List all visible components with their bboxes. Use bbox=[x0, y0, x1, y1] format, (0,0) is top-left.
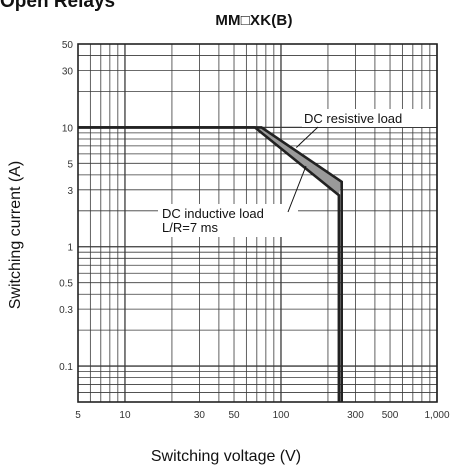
y-tick-label: 0.1 bbox=[59, 362, 73, 373]
series-layer bbox=[78, 126, 343, 402]
inductive-load-label: DC inductive load bbox=[162, 206, 264, 221]
annotation-box bbox=[158, 204, 298, 237]
x-tick-label: 30 bbox=[194, 410, 206, 421]
x-tick-labels: 5 10 30 50 100 300 500 1,000 bbox=[75, 410, 450, 421]
y-tick-label: 50 bbox=[62, 40, 74, 51]
x-tick-label: 500 bbox=[382, 410, 399, 421]
chart-title: MM□XK(B) bbox=[215, 12, 293, 29]
x-tick-label: 1,000 bbox=[424, 410, 449, 421]
plot-frame bbox=[77, 43, 438, 403]
x-tick-label: 50 bbox=[228, 410, 240, 421]
y-tick-labels: 0.1 0.3 0.5 1 3 5 10 30 50 bbox=[59, 40, 73, 373]
y-tick-label: 1 bbox=[67, 243, 73, 254]
section-heading: Open Relays bbox=[0, 0, 116, 12]
y-axis-label: Switching current (A) bbox=[7, 160, 24, 310]
annotation-box bbox=[302, 109, 436, 127]
y-tick-label: 3 bbox=[67, 186, 73, 197]
x-tick-label: 300 bbox=[347, 410, 364, 421]
inductive-load-curve bbox=[78, 126, 341, 402]
inductive-leader-line bbox=[287, 165, 307, 213]
resistive-load-label: DC resistive load bbox=[304, 111, 402, 126]
y-tick-label: 30 bbox=[62, 66, 74, 77]
resistive-leader-line bbox=[295, 126, 319, 148]
annotations: DC resistive load DC inductive loadL/R=7 … bbox=[158, 109, 436, 237]
y-tick-label: 10 bbox=[62, 123, 74, 134]
inductive-load-label-line2: L/R=7 ms bbox=[162, 220, 218, 235]
x-tick-label: 100 bbox=[273, 410, 290, 421]
x-tick-label: 10 bbox=[119, 410, 131, 421]
x-tick-label: 5 bbox=[75, 410, 81, 421]
x-axis-label: Switching voltage (V) bbox=[150, 448, 302, 465]
y-tick-label: 0.5 bbox=[59, 279, 73, 290]
y-tick-label: 5 bbox=[67, 159, 73, 170]
y-tick-label: 0.3 bbox=[59, 305, 73, 316]
